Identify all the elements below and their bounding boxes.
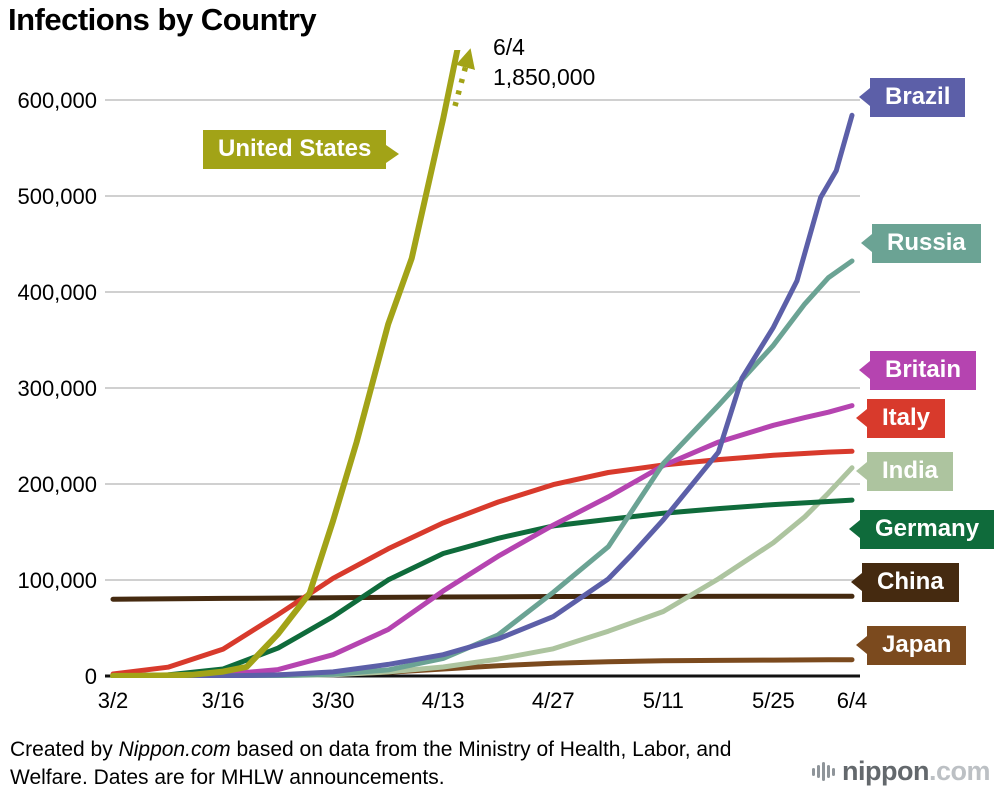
x-tick-label: 3/2 — [98, 688, 129, 713]
series-line-italy — [110, 448, 855, 677]
label-pointer-icon — [856, 636, 867, 655]
x-tick-label: 4/13 — [422, 688, 465, 713]
label-china: China — [851, 563, 959, 602]
label-pointer-icon — [386, 145, 400, 164]
y-tick-label: 400,000 — [17, 280, 97, 305]
offchart-annotation-date: 6/4 — [493, 34, 525, 60]
x-tick-label: 6/4 — [837, 688, 868, 713]
label-germany-text: Germany — [875, 515, 980, 542]
offchart-dashed-arrow — [452, 48, 475, 107]
series-line-russia — [110, 258, 855, 678]
label-pointer-icon — [856, 462, 867, 481]
x-tick-label: 5/11 — [643, 688, 684, 713]
label-brazil: Brazil — [859, 78, 966, 117]
offchart-annotation-value: 1,850,000 — [493, 64, 596, 90]
axis-labels: 0 100,000 200,000 300,000 400,000 500,000 600,… — [17, 88, 867, 713]
y-tick-label: 600,000 — [17, 88, 97, 113]
series-line-britain — [110, 403, 855, 678]
y-tick-label: 0 — [85, 664, 97, 689]
y-tick-label: 100,000 — [17, 568, 97, 593]
x-tick-label: 5/25 — [752, 688, 795, 713]
label-britain-text: Britain — [885, 356, 962, 383]
page-title: Infections by Country — [8, 2, 317, 37]
label-britain: Britain — [859, 351, 977, 390]
label-italy-text: Italy — [882, 404, 931, 431]
soundwave-icon — [812, 762, 835, 781]
credit-suffix: based on data from the Ministry of Healt… — [10, 738, 732, 789]
label-italy: Italy — [856, 399, 946, 438]
label-india-text: India — [882, 457, 939, 484]
label-pointer-icon — [851, 573, 862, 592]
series-line-united-states — [110, 50, 461, 678]
label-russia: Russia — [861, 224, 981, 263]
us-offchart-arrow — [452, 48, 475, 107]
y-tick-label: 500,000 — [17, 184, 97, 209]
credit-brand: Nippon.com — [118, 738, 231, 761]
label-united-states-text: United States — [218, 135, 372, 162]
label-japan-text: Japan — [882, 631, 952, 658]
label-russia-text: Russia — [887, 229, 966, 256]
label-india: India — [856, 452, 954, 491]
label-china-text: China — [877, 568, 944, 595]
label-pointer-icon — [849, 520, 860, 539]
source-credit: Created by Nippon.com based on data from… — [10, 736, 780, 791]
x-tick-label: 4/27 — [532, 688, 575, 713]
logo-tld: .com — [928, 756, 991, 786]
label-brazil-text: Brazil — [885, 83, 951, 110]
label-pointer-icon — [861, 234, 872, 253]
x-tick-label: 3/30 — [312, 688, 355, 713]
gridlines — [105, 99, 860, 678]
y-tick-label: 200,000 — [17, 472, 97, 497]
label-japan: Japan — [856, 626, 967, 665]
nippon-com-logo: nippon.com — [812, 756, 991, 787]
label-pointer-icon — [859, 88, 870, 107]
label-germany: Germany — [849, 510, 995, 549]
series-line-china — [110, 593, 855, 602]
x-tick-label: 3/16 — [202, 688, 245, 713]
y-tick-label: 300,000 — [17, 376, 97, 401]
label-pointer-icon — [859, 361, 870, 380]
credit-prefix: Created by — [10, 738, 119, 761]
label-pointer-icon — [856, 409, 867, 428]
logo-name: nippon — [842, 756, 929, 786]
series-line-brazil — [110, 112, 855, 678]
series-lines — [110, 50, 855, 678]
label-united-states: United States — [203, 130, 400, 169]
series-line-germany — [110, 497, 855, 678]
